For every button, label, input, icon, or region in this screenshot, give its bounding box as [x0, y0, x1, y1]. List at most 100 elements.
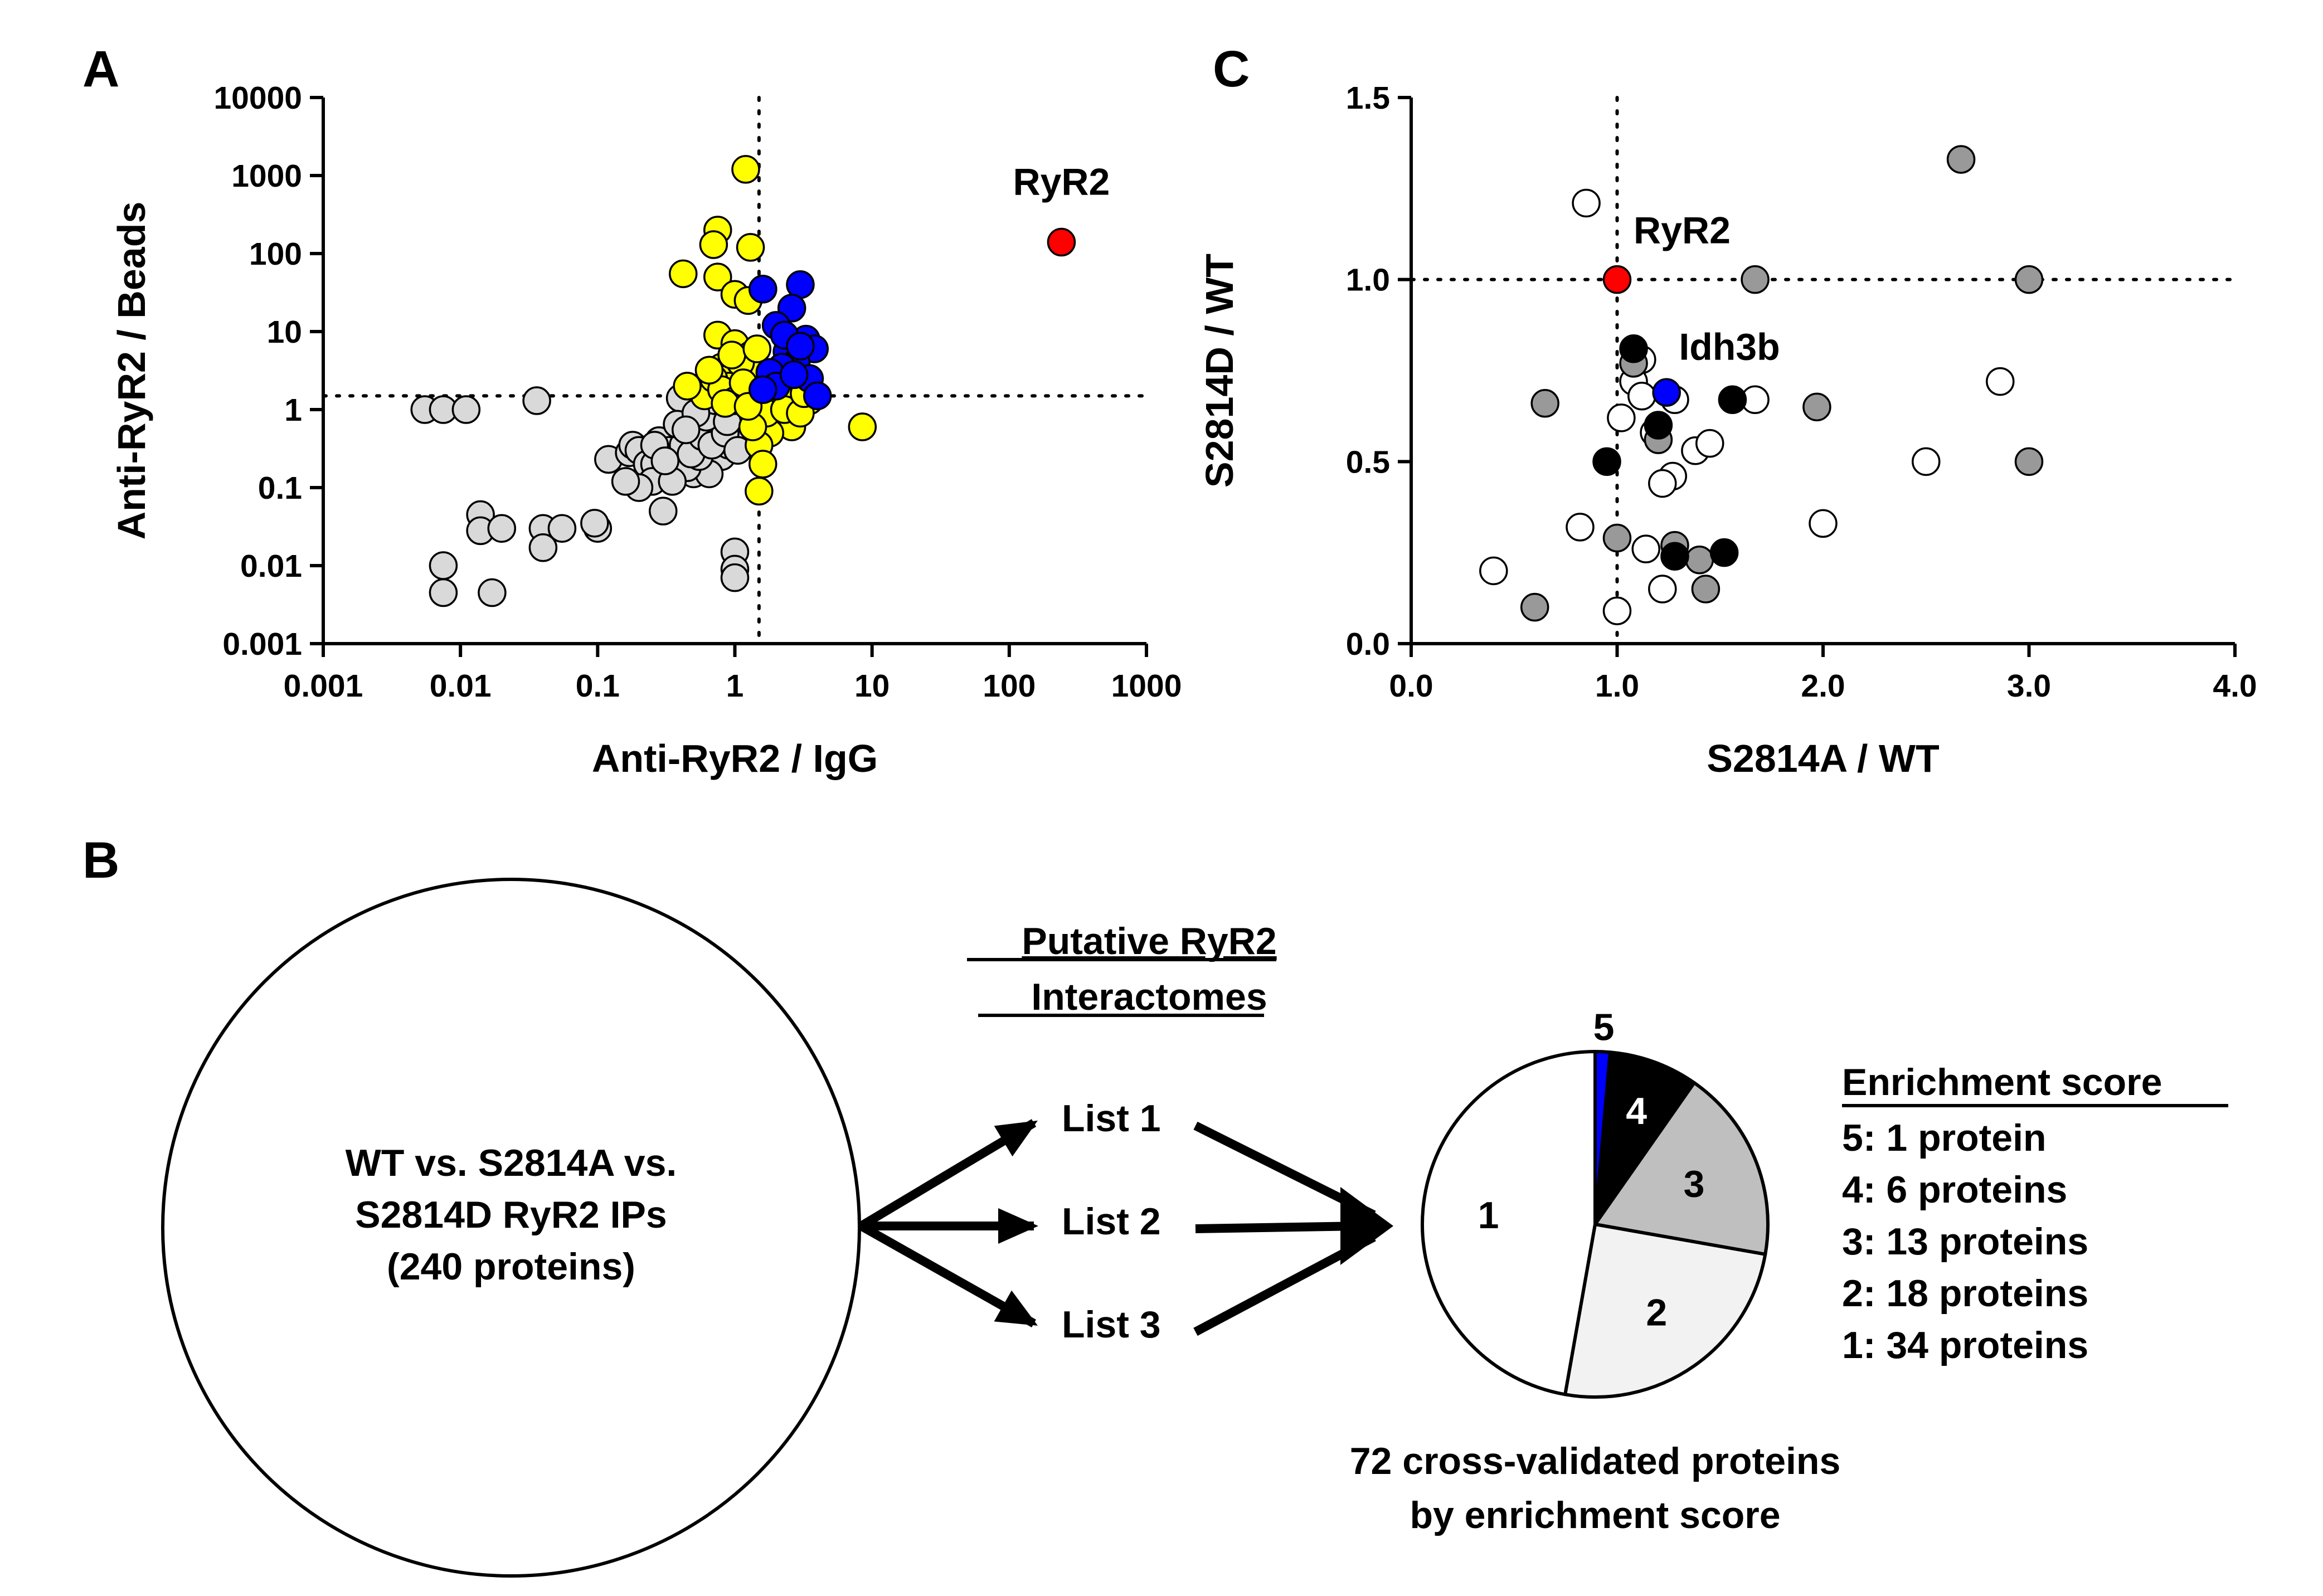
pie-slice-1	[1421, 1050, 1597, 1396]
protein-set-circle	[161, 878, 861, 1578]
circle-text-line-1: WT vs. S2814A vs.	[346, 1142, 677, 1184]
circle-text-line-2: S2814D RyR2 IPs	[355, 1194, 667, 1236]
y-tick-label: 0.1	[258, 470, 302, 506]
interactomes-heading-line-1: Putative RyR2	[1022, 920, 1276, 962]
enrichment-legend: Enrichment score 5: 1 protein 4: 6 prote…	[1842, 1061, 2228, 1366]
data-point-black	[1718, 385, 1747, 415]
data-point-white	[1986, 367, 2015, 396]
pie-caption-line-1: 72 cross-validated proteins	[1350, 1440, 1841, 1482]
data-point-gray	[1691, 575, 1721, 604]
data-point-yellow	[848, 412, 877, 441]
data-point-yellow	[694, 356, 724, 385]
data-point-yellow	[736, 233, 765, 262]
data-point-gray	[2014, 447, 2044, 476]
data-point-white	[1566, 513, 1595, 542]
data-point-gray	[1520, 592, 1549, 622]
x-tick-label: 3.0	[2007, 668, 2051, 704]
x-tick-label: 1	[726, 668, 744, 704]
y-tick-label: 1000	[231, 158, 302, 194]
data-point-white	[1695, 429, 1724, 458]
data-point-gray	[1946, 145, 1976, 174]
pie-slice-2	[1563, 1223, 1767, 1399]
data-point-gray	[720, 563, 750, 592]
data-point-black	[1592, 447, 1621, 476]
data-point-yellow	[748, 450, 777, 479]
data-point-white	[1809, 509, 1838, 538]
enrichment-pie: 543 2 1	[1421, 1006, 1770, 1399]
data-point-gray	[2014, 265, 2044, 294]
scatter-chart-c: 0.0 1.0 2.0 3.0 4.0 0.0 0.5 1.0 1.5 S2814A / WT S2…	[1198, 80, 2257, 780]
scatter-chart-a: 0.001 0.01 0.1 1 10 100 1000 0.001 0.01 0.1 1 10 100…	[110, 80, 1182, 780]
data-point-white	[1602, 596, 1632, 625]
interactomes-heading-line-2: Interactomes	[1031, 976, 1267, 1018]
data-point-yellow	[731, 155, 760, 184]
data-point-yellow	[673, 372, 702, 401]
x-tick-label: 0.001	[284, 668, 363, 704]
data-point-gray	[611, 467, 640, 496]
data-point-gray	[671, 415, 701, 445]
list-3-label: List 3	[1062, 1303, 1161, 1346]
data-point-black	[1619, 334, 1648, 363]
y-tick-label: 10000	[213, 80, 302, 116]
data-point-gray	[451, 395, 481, 424]
data-point-yellow	[742, 334, 771, 363]
y-axis-label: Anti-RyR2 / Beads	[110, 202, 153, 540]
panel-b-diagram: WT vs. S2814A vs. S2814D RyR2 IPs (240 p…	[161, 878, 1393, 1578]
data-point-gray	[547, 514, 577, 543]
x-tick-label: 100	[983, 668, 1036, 704]
data-point-gray	[650, 446, 680, 475]
panel-label-a: A	[82, 41, 119, 98]
pie-label-3: 3	[1684, 1162, 1705, 1205]
x-tick-label: 10	[854, 668, 890, 704]
data-point-gray	[1685, 545, 1714, 575]
data-point-blue	[779, 360, 809, 390]
legend-item-1: 1: 34 proteins	[1842, 1324, 2088, 1366]
pie-label-4: 4	[1626, 1090, 1647, 1132]
pie-slice-3	[1593, 1081, 1770, 1256]
list-2-label: List 2	[1062, 1200, 1161, 1243]
data-point-gray	[580, 509, 609, 538]
panel-label-b: B	[82, 832, 119, 889]
data-point-black	[1660, 542, 1689, 571]
data-point-white	[1648, 575, 1677, 604]
x-axis-label: Anti-RyR2 / IgG	[592, 737, 878, 780]
annotation-ryr2: RyR2	[1634, 209, 1731, 251]
y-axis-label: S2814D / WT	[1198, 254, 1241, 488]
data-point-gray	[522, 386, 551, 415]
data-point-white	[1648, 469, 1677, 498]
y-tick-label: 0.5	[1346, 444, 1390, 480]
data-point-white	[1479, 556, 1508, 586]
x-tick-label: 0.1	[576, 668, 620, 704]
pie-caption-line-2: by enrichment score	[1410, 1494, 1780, 1536]
data-point-white	[1607, 403, 1636, 432]
data-point-ryr2	[1602, 265, 1632, 294]
x-tick-label: 2.0	[1801, 668, 1845, 704]
data-point-white	[1912, 447, 1941, 476]
pie-label-2: 2	[1646, 1291, 1667, 1334]
list-1-label: List 1	[1062, 1097, 1161, 1140]
legend-title: Enrichment score	[1842, 1061, 2162, 1103]
data-point-black	[1644, 411, 1673, 440]
x-axis-label: S2814A / WT	[1707, 737, 1940, 780]
arrow-to-list-1	[858, 1119, 1038, 1230]
panel-label-c: C	[1213, 41, 1250, 98]
data-point-gray	[1802, 392, 1831, 422]
data-point-gray	[528, 533, 558, 562]
data-point-yellow	[703, 262, 732, 291]
data-point-ryr2	[1047, 227, 1076, 257]
data-point-white	[1627, 381, 1656, 411]
x-tick-label: 0.01	[430, 668, 492, 704]
data-point-yellow	[699, 230, 728, 259]
data-point-gray	[1741, 265, 1770, 294]
data-point-gray	[487, 514, 517, 543]
data-point-yellow	[745, 476, 774, 506]
data-point-gray	[429, 578, 458, 607]
legend-item-3: 3: 13 proteins	[1842, 1220, 2088, 1263]
arrow-to-list-3	[859, 1222, 1038, 1327]
data-point-gray	[1530, 389, 1559, 418]
annotation-idh3b: Idh3b	[1679, 325, 1780, 368]
y-tick-label: 1.0	[1346, 262, 1390, 298]
data-point-gray	[478, 578, 507, 607]
data-point-idh3b	[1652, 378, 1681, 407]
